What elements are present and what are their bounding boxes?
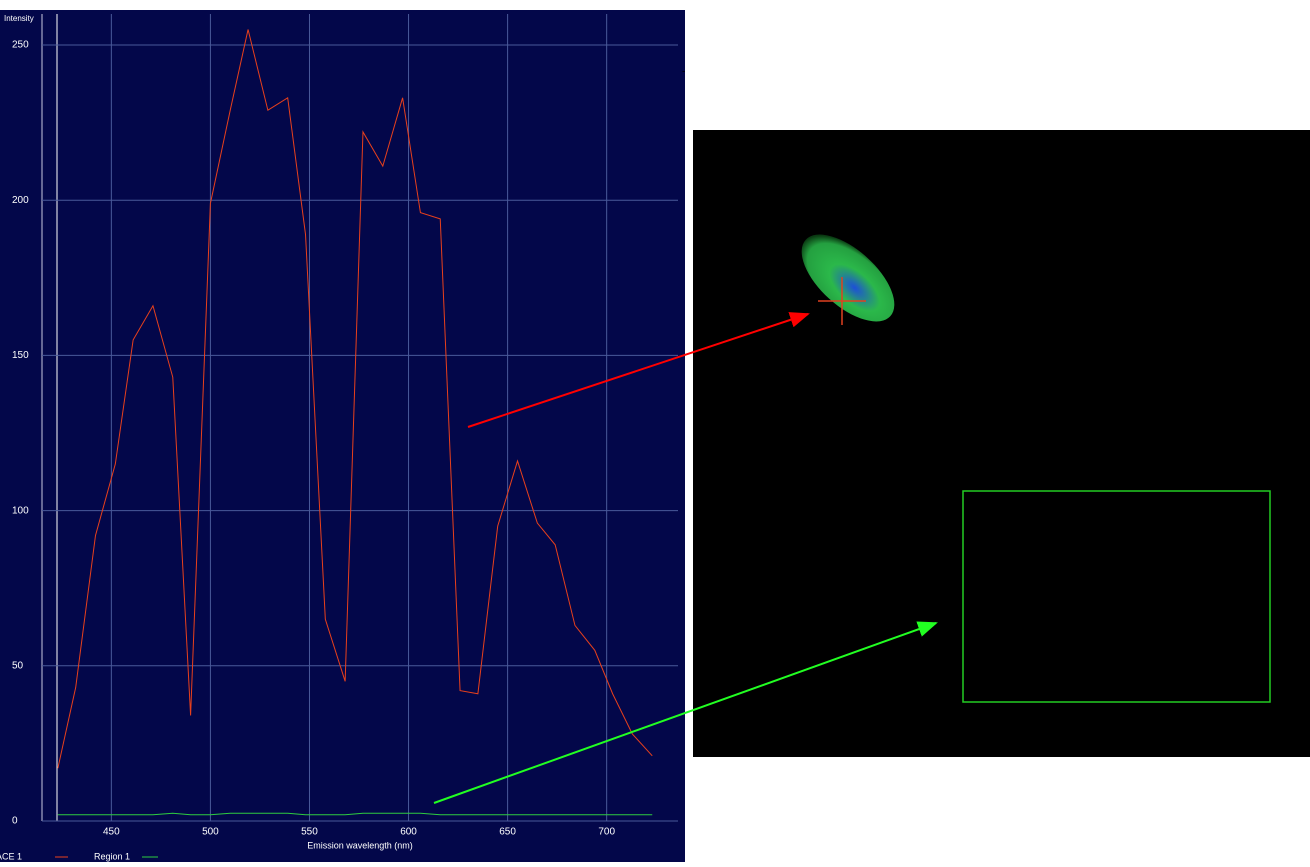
arrow xyxy=(467,312,810,428)
legend-label: Region 1 xyxy=(94,851,130,861)
x-tick-label: 450 xyxy=(103,827,120,838)
y-tick-label: 0 xyxy=(12,816,18,827)
y-tick-label: 150 xyxy=(12,350,29,361)
x-axis-label: Emission wavelength (nm) xyxy=(307,840,413,850)
y-tick-label: 50 xyxy=(12,660,24,671)
series-line xyxy=(57,812,653,816)
y-tick-label: 100 xyxy=(12,505,29,516)
y-tick-label: 250 xyxy=(12,40,29,51)
chart-panel xyxy=(0,10,685,862)
y-axis-label: Intensity xyxy=(4,14,34,23)
y-tick-label: 200 xyxy=(12,195,29,206)
x-tick-label: 600 xyxy=(400,827,417,838)
arrow xyxy=(433,621,938,804)
x-tick-label: 500 xyxy=(202,827,219,838)
x-tick-label: 700 xyxy=(598,827,615,838)
region-box xyxy=(962,490,1271,703)
x-tick-label: 550 xyxy=(301,827,318,838)
cell xyxy=(801,234,895,322)
x-tick-label: 650 xyxy=(499,827,516,838)
legend-label: ACE 1 xyxy=(0,851,22,861)
image-panel xyxy=(693,130,1310,757)
dash: - xyxy=(682,67,685,78)
series-line xyxy=(57,29,653,769)
